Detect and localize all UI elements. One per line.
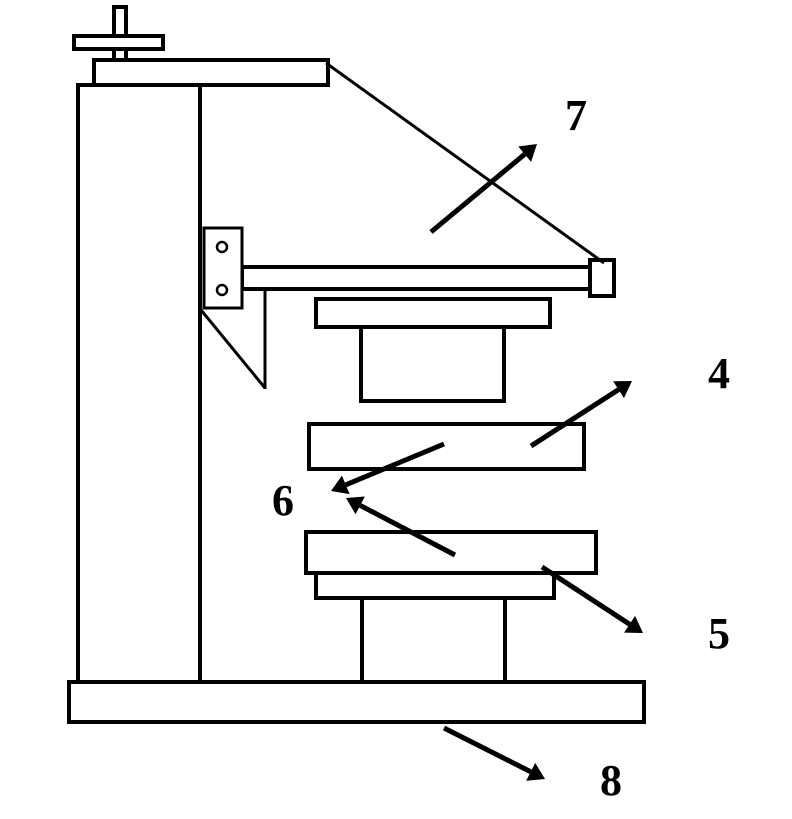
upper-press-neck [361,327,504,401]
arrow-8 [444,728,531,772]
wheel [74,36,163,49]
label-6: 6 [272,476,294,525]
lower-press-plate [316,573,554,598]
label-8: 8 [600,756,622,805]
label-5: 5 [708,609,730,658]
technical-diagram: 7 4 6 5 8 [0,0,792,819]
gusset-diagonal [201,310,265,388]
top-cap [94,60,328,85]
diag-cap-to-arm [326,63,604,263]
arm [242,267,600,289]
upper-press-plate [316,299,550,327]
arm-head [590,260,614,296]
base-plate [69,682,644,722]
vertical-column [78,85,200,682]
wheel-shaft [114,7,126,60]
arrow-7 [431,154,525,232]
sample-top-plate [309,424,584,469]
label-4: 4 [708,349,730,398]
label-7: 7 [565,91,587,140]
lower-press-neck [362,598,505,682]
